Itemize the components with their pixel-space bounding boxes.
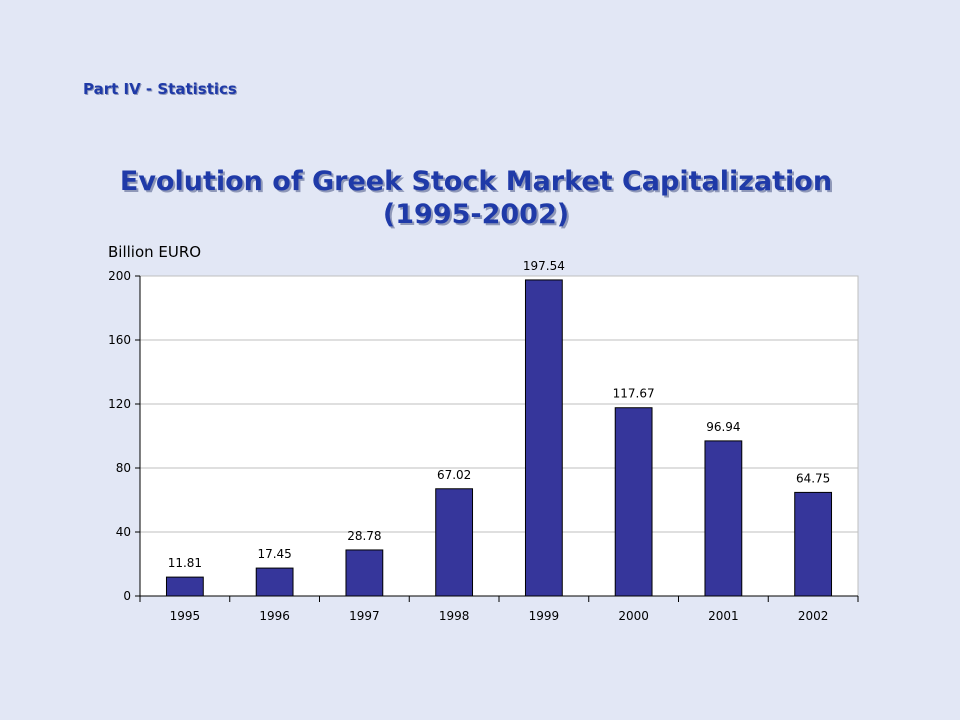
x-tick-label-2002: 2002 (798, 609, 829, 623)
bar-1997 (345, 549, 384, 597)
data-label-1999: 197.54 (523, 259, 565, 273)
section-label: Part IV - Statistics (83, 80, 237, 98)
data-label-2000: 117.67 (613, 387, 655, 401)
y-tick-label: 80 (116, 461, 131, 475)
data-label-1996: 17.45 (257, 547, 291, 561)
y-tick-label: 40 (116, 525, 131, 539)
bar-2000 (614, 407, 653, 597)
slide-title-line-2: (1995-2002) (382, 199, 570, 230)
slide-title: Evolution of Greek Stock Market Capitali… (0, 165, 952, 231)
data-label-2002: 64.75 (796, 471, 830, 485)
y-axis-label: Billion EURO (108, 243, 201, 261)
data-label-1998: 67.02 (437, 468, 471, 482)
bar-1999 (524, 279, 563, 597)
y-tick-label: 0 (123, 589, 131, 603)
x-tick-label-2000: 2000 (618, 609, 649, 623)
x-tick-label-1997: 1997 (349, 609, 380, 623)
x-tick-label-1995: 1995 (170, 609, 201, 623)
axes (135, 275, 859, 602)
data-label-2001: 96.94 (706, 420, 740, 434)
bars (165, 279, 833, 597)
bar-2002 (794, 491, 833, 597)
y-tick-label: 200 (108, 269, 131, 283)
bar-1998 (435, 488, 474, 597)
data-label-1997: 28.78 (347, 529, 381, 543)
x-tick-label-1998: 1998 (439, 609, 470, 623)
tick-labels: 0 40 80 120 160 200 1995 1996 1997 1998 1999 2000 20… (108, 269, 828, 623)
x-tick-label-1996: 1996 (259, 609, 290, 623)
bar-2001 (704, 440, 743, 597)
y-tick-label: 120 (108, 397, 131, 411)
x-tick-label-2001: 2001 (708, 609, 739, 623)
x-tick-label-1999: 1999 (529, 609, 560, 623)
bar-1996 (255, 567, 294, 597)
plot-area (139, 275, 859, 597)
slide-title-line-1: Evolution of Greek Stock Market Capitali… (119, 166, 833, 197)
data-labels: 11.81 17.45 28.78 67.02 197.54 117.67 96.94 64.… (168, 259, 831, 570)
bar-1995 (165, 576, 204, 597)
y-tick-label: 160 (108, 333, 131, 347)
data-label-1995: 11.81 (168, 556, 202, 570)
